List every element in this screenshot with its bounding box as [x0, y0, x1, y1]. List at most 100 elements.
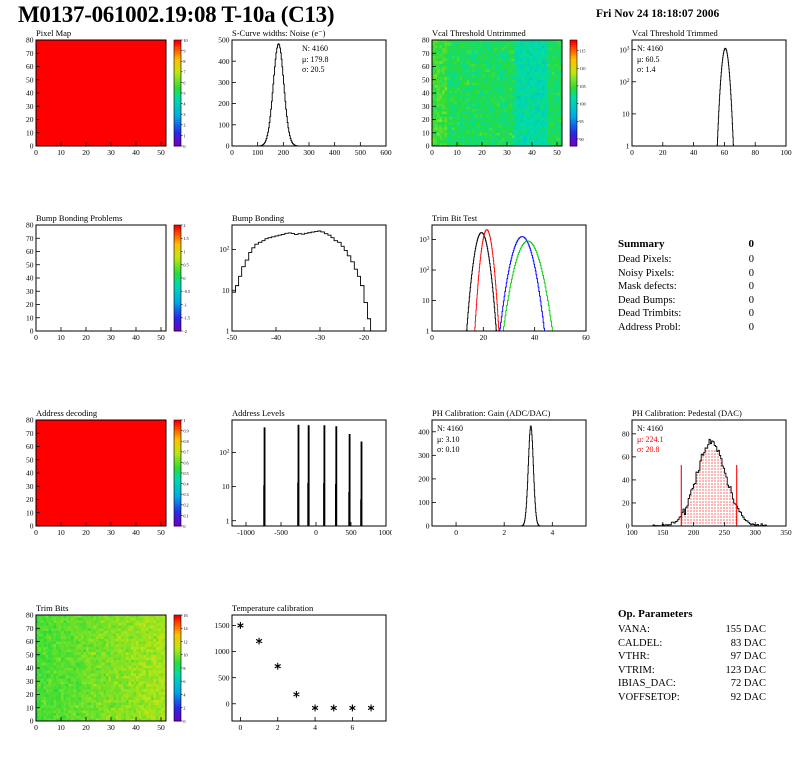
x-tick-label: 60 — [721, 148, 729, 157]
parameter-label: Dead Pixels: — [618, 254, 672, 265]
parameter-row: Dead Bumps: 0 — [618, 295, 793, 309]
y-tick-label: 10 — [222, 286, 230, 295]
x-tick-label: 100 — [252, 148, 263, 157]
panel-address-levels: Address Levels -1000 -500 0 500 1000 1 10 102 — [206, 408, 392, 543]
x-tick-label: 400 — [329, 148, 341, 157]
y-tick-label: 103 — [419, 235, 430, 244]
stat-sigma: σ: 20.5 — [302, 65, 325, 74]
parameter-label: IBIAS_DAC: — [618, 678, 676, 689]
parameter-value: 123 DAC — [725, 664, 766, 676]
x-tick-label: 20 — [82, 333, 90, 342]
panel-trim-bit-test: Trim Bit Test 0 20 40 60 1 10 102 103 — [406, 213, 592, 348]
y-tick-label: 40 — [26, 664, 34, 673]
y-tick-label: 10 — [26, 703, 34, 712]
y-tick-label: 50 — [26, 75, 34, 84]
x-tick-label: 10 — [57, 528, 65, 537]
stat-N: N: 4160 — [637, 44, 663, 53]
y-tick-label: 0 — [426, 142, 430, 151]
colorbar-tick-label: 10 — [183, 38, 187, 43]
data-point — [255, 637, 263, 645]
x-tick-label: 20 — [82, 148, 90, 157]
x-tick-label: 50 — [157, 333, 165, 342]
op-parameters-heading: Op. Parameters — [618, 608, 693, 620]
y-tick-label: 0 — [226, 142, 230, 151]
plot-address-levels: -1000 -500 0 500 1000 1 10 102 — [219, 419, 392, 537]
y-tick-label: 10 — [26, 128, 34, 137]
op-parameters-panel: Op. Parameters VANA: 155 DAC CALDEL: 83 DAC… — [618, 608, 793, 705]
y-tick-label: 0 — [30, 522, 34, 531]
stats-box: N: 4160 μ: 3.10 σ: 0.10 — [437, 424, 463, 456]
x-tick-label: 10 — [57, 723, 65, 732]
y-tick-label: 30 — [26, 287, 34, 296]
data-point — [330, 704, 337, 712]
y-tick-label: 10 — [422, 296, 430, 305]
x-tick-label: 0 — [34, 528, 38, 537]
x-tick-label: 300 — [303, 148, 315, 157]
parameter-row: VOFFSETOP: 92 DAC — [618, 692, 793, 706]
x-tick-label: 40 — [531, 333, 539, 342]
y-tick-label: 10 — [622, 109, 630, 118]
parameter-row: Dead Pixels: 0 — [618, 254, 793, 268]
panel-address-decoding: Address decoding 0 10 20 30 40 50 0 10 20 30 40 50 6… — [10, 408, 196, 543]
parameter-row: IBIAS_DAC: 72 DAC — [618, 678, 793, 692]
parameter-value: 83 DAC — [730, 637, 766, 649]
stat-N: N: 4160 — [637, 424, 663, 433]
y-tick-label: 20 — [422, 115, 430, 124]
x-tick-label: 100 — [626, 528, 638, 537]
x-tick-label: 0 — [239, 723, 243, 732]
colorbar-tick-label: 1 — [183, 249, 185, 254]
y-tick-label: 300 — [218, 78, 230, 87]
x-tick-label: 50 — [157, 148, 165, 157]
parameter-value: 0 — [748, 281, 754, 292]
y-tick-label: 70 — [26, 49, 34, 58]
x-tick-label: 200 — [688, 528, 700, 537]
y-tick-label: 40 — [26, 469, 34, 478]
x-tick-label: 0 — [34, 723, 38, 732]
stat-sigma: σ: 0.10 — [437, 445, 460, 454]
parameter-label: Noisy Pixels: — [618, 267, 675, 279]
panel-bump-bonding: Bump Bonding -50 -40 -30 -20 1 10 102 — [206, 213, 392, 348]
x-tick-label: 30 — [107, 148, 115, 157]
x-tick-label: 80 — [751, 148, 759, 157]
panel-title: PH Calibration: Gain (ADC/DAC) — [432, 408, 551, 418]
plot-trim-bits: 0 10 20 30 40 50 0 10 20 30 40 50 60 70 80 0 2 4 6 8 10 12 14 1… — [26, 611, 188, 732]
stat-N: N: 4160 — [302, 44, 328, 53]
colorbar-tick-label: 0.7 — [183, 450, 188, 455]
x-tick-label: -20 — [359, 333, 369, 342]
panel-pixel-map: Pixel Map 0 10 20 30 40 50 0 10 20 30 40 50 60 70 80 0 1… — [10, 28, 196, 163]
y-tick-label: 70 — [26, 234, 34, 243]
y-tick-label: 0 — [426, 522, 430, 531]
parameter-row: CALDEL: 83 DAC — [618, 638, 793, 652]
plot-pixel-map: 0 10 20 30 40 50 0 10 20 30 40 50 60 70 80 0 1 2 3 4 5 6 7 8 9 10 — [26, 36, 188, 157]
y-tick-label: 10 — [422, 128, 430, 137]
x-tick-label: 50 — [157, 528, 165, 537]
colorbar-tick-label: -2 — [183, 329, 187, 334]
colorbar-tick-label: 0.2 — [183, 503, 188, 508]
parameter-row: Dead Trimbits: 0 — [618, 308, 793, 322]
y-tick-label: 70 — [422, 49, 430, 58]
y-tick-label: 0 — [30, 327, 34, 336]
colorbar-tick-label: 90 — [579, 137, 583, 142]
data-point — [237, 622, 244, 629]
x-tick-label: 6 — [351, 723, 355, 732]
panel-title: Trim Bits — [36, 603, 69, 613]
x-tick-label: -500 — [274, 528, 288, 537]
stats-box: N: 4160 μ: 224.1 σ: 20.8 — [637, 424, 664, 456]
parameter-value: 0 — [748, 308, 754, 319]
summary-panel: Summary 0 Dead Pixels: 0 Noisy Pixels: 0 Mas… — [618, 238, 793, 335]
colorbar-tick-label: 9 — [183, 49, 185, 54]
y-tick-label: 30 — [26, 102, 34, 111]
parameter-value: 0 — [748, 294, 754, 306]
parameter-label: Dead Trimbits: — [618, 308, 682, 319]
colorbar-tick-label: 12 — [183, 639, 187, 644]
stat-N: N: 4160 — [437, 424, 463, 433]
colorbar-tick-label: 8 — [183, 59, 185, 64]
parameter-label: Dead Bumps: — [618, 294, 676, 306]
colorbar-tick-label: 6 — [183, 679, 185, 684]
parameter-value: 92 DAC — [730, 691, 766, 703]
y-tick-label: 400 — [418, 427, 430, 436]
y-tick-label: 20 — [26, 690, 34, 699]
x-tick-label: 0 — [314, 528, 318, 537]
colorbar-tick-label: 2 — [183, 123, 185, 128]
colorbar-tick-label: 4 — [183, 102, 186, 107]
